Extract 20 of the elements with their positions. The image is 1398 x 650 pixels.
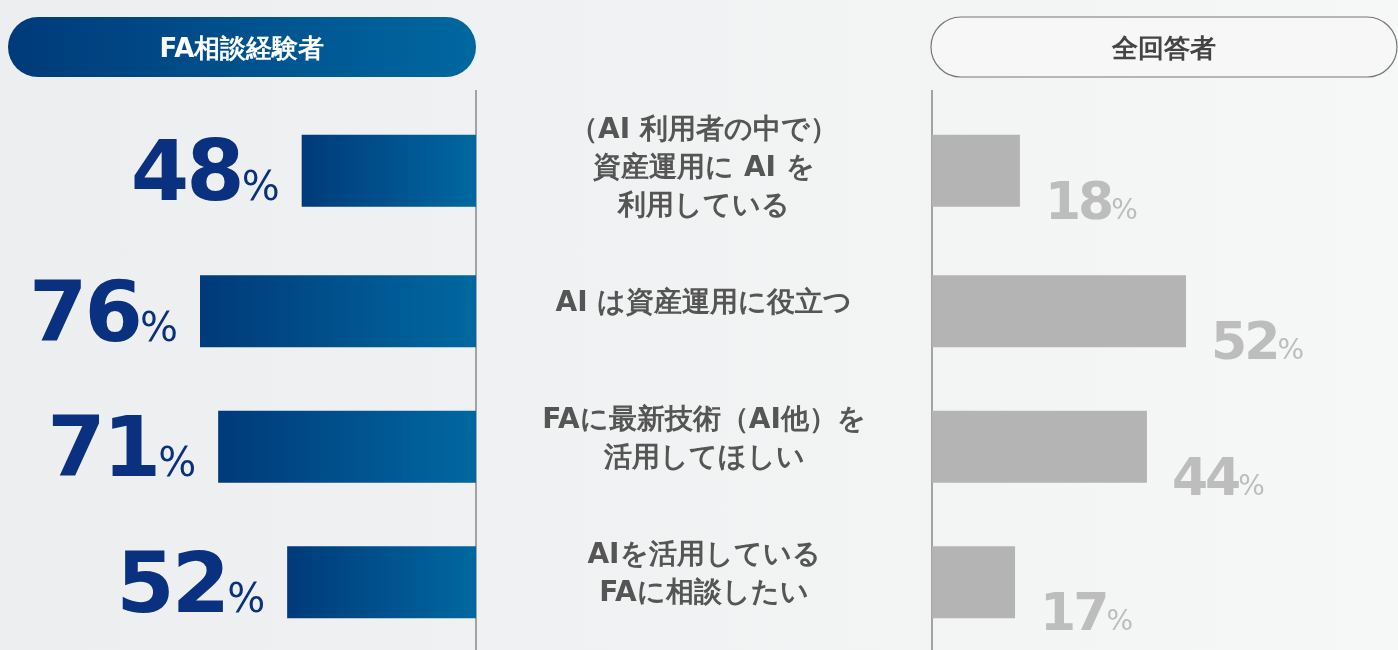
y-tick-label: AI は資産運用に役立つ (555, 285, 853, 319)
y-tick-label: AIを活用しているFAに相談したい (587, 537, 821, 609)
data-label: 48% (130, 122, 280, 221)
bar (932, 546, 1016, 619)
bar (932, 410, 1147, 483)
bar (932, 134, 1020, 207)
data-label: 52% (116, 533, 266, 632)
bar (218, 410, 476, 483)
y-tick-label: （AI 利用者の中で）資産運用に AI を利用している (570, 111, 838, 221)
chart-title: FA相談経験者 (159, 33, 325, 63)
data-label: 71% (47, 398, 197, 497)
bar (287, 546, 476, 619)
data-label: 17% (1040, 582, 1134, 643)
data-label: 52% (1211, 311, 1304, 372)
chart-title: 全回答者 (1111, 33, 1216, 63)
data-label: 76% (29, 262, 178, 361)
bar (301, 134, 476, 207)
data-label: 18% (1044, 170, 1138, 231)
y-tick-label: FAに最新技術（AI他）を活用してほしい (542, 401, 866, 473)
data-label: 44% (1171, 446, 1265, 507)
